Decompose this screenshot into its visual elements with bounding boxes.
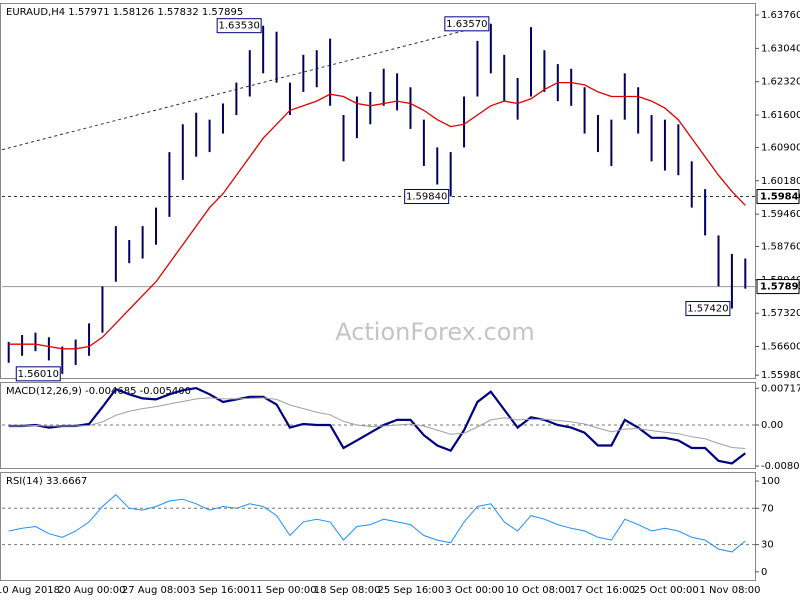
price-tag-label: 1.57895 [760,282,800,293]
annotation-box [216,18,262,34]
price-tag [756,189,800,205]
annotation-label: 1.63570 [446,19,487,30]
annotation-box [444,16,490,32]
x-tick-label: 11 Sep 00:00 [250,585,317,596]
y-tick-label: 1.59460 [761,209,800,220]
indicator-line [8,494,746,553]
x-tick-label: 27 Aug 08:00 [122,585,189,596]
annotation-box [685,301,731,317]
y-tick-label: 1.63040 [761,43,800,54]
y-tick-label: 1.58760 [761,242,800,253]
y-tick-label: 1.62320 [761,77,800,88]
y-tick-label: 0.00 [761,420,783,431]
y-tick-label: 1.61600 [761,110,800,121]
price-tag [756,279,800,295]
x-tick-label: 10 Oct 08:00 [506,585,571,596]
x-tick-label: 25 Sep 16:00 [378,585,445,596]
indicator-line [8,386,746,465]
watermark: ActionForex.com [335,318,535,346]
x-tick-label: 3 Oct 00:00 [445,585,504,596]
x-tick-label: 1 Nov 08:00 [699,585,760,596]
annotation-label: 1.63530 [218,21,259,32]
panel-frame [0,3,756,379]
y-tick-label: 0.00717 [761,383,800,394]
annotation-label: 1.59840 [406,192,447,203]
y-tick-label: 1.56600 [761,342,800,353]
panel-title: RSI(14) 33.6667 [6,476,87,487]
panel-title: EURAUD,H4 1.57971 1.58126 1.57832 1.5789… [6,7,243,18]
y-tick-label: 1.57320 [761,308,800,319]
panel-frame [0,472,756,581]
x-tick-label: 3 Sep 16:00 [189,585,249,596]
price-tag-label: 1.59840 [760,192,800,203]
trendline [1,23,491,151]
y-tick-label: -0.008027 [761,461,800,472]
annotation-box [404,189,450,205]
panel-title: MACD(12,26,9) -0.004685 -0.005400 [6,386,191,397]
indicator-line [8,397,746,449]
x-tick-label: 25 Oct 00:00 [634,585,699,596]
y-tick-label: 1.63760 [761,10,800,21]
x-tick-label: 17 Oct 16:00 [570,585,635,596]
moving-average [8,81,746,350]
x-tick-label: 10 Aug 2018 [0,585,60,596]
y-tick-label: 70 [761,503,774,514]
y-tick-label: 100 [761,476,780,487]
y-tick-label: 1.60900 [761,142,800,153]
annotation-box [15,366,61,382]
annotation-label: 1.57420 [687,304,728,315]
x-tick-label: 18 Sep 08:00 [314,585,381,596]
y-tick-label: 30 [761,540,774,551]
annotation-label: 1.56010 [18,369,59,380]
y-tick-label: 1.60180 [761,176,800,187]
x-tick-label: 20 Aug 00:00 [58,585,125,596]
y-tick-label: 0 [761,567,767,578]
y-tick-label: 1.55980 [761,370,800,381]
